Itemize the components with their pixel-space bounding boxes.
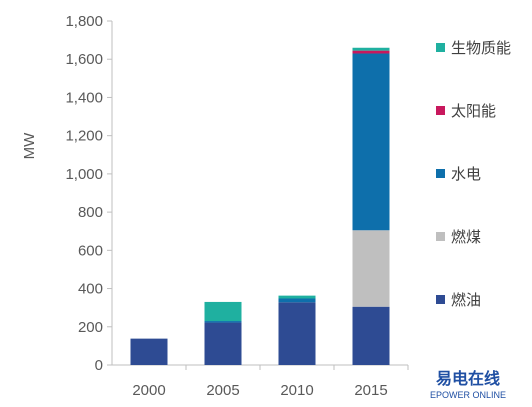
y-tick-label: 1,600	[65, 51, 103, 68]
bar-segment	[278, 302, 316, 365]
bar-segment	[204, 301, 242, 322]
bar-segment	[352, 47, 390, 51]
legend-swatch	[436, 106, 445, 115]
x-tick-label: 2000	[132, 382, 165, 399]
legend-label: 生物质能	[451, 39, 511, 57]
legend-swatch	[436, 232, 445, 241]
bar-segment	[204, 322, 242, 365]
bar-segment	[352, 50, 390, 54]
y-tick-label: 1,200	[65, 128, 103, 145]
x-tick-label: 2010	[280, 382, 313, 399]
watermark-title: 易电在线	[436, 369, 500, 388]
y-tick-label: 800	[78, 204, 103, 221]
legend-swatch	[436, 43, 445, 52]
legend-label: 燃煤	[451, 228, 481, 246]
y-tick-label: 0	[95, 357, 103, 374]
bar-segment	[352, 230, 390, 307]
watermark-subtitle: EPOWER ONLINE	[430, 390, 506, 400]
y-tick-label: 200	[78, 319, 103, 336]
y-tick-label: 600	[78, 242, 103, 259]
legend-label: 太阳能	[451, 102, 496, 120]
x-tick-label: 2015	[354, 382, 387, 399]
bar-segment	[130, 338, 168, 365]
y-tick-label: 1,000	[65, 166, 103, 183]
y-tick-label: 400	[78, 281, 103, 298]
y-axis-label: MW	[21, 132, 38, 159]
chart-bars	[130, 47, 390, 365]
legend-label: 水电	[451, 165, 481, 183]
y-tick-label: 1,800	[65, 13, 103, 30]
x-tick-label: 2005	[206, 382, 239, 399]
bar-segment	[278, 295, 316, 299]
chart-axes: 0 200 400 600 800 1,000 1,200 1,400 1,600 1,800 20…	[65, 13, 409, 399]
legend-label: 燃油	[451, 291, 481, 309]
legend-swatch	[436, 169, 445, 178]
watermark-logo: 易电在线 EPOWER ONLINE	[430, 369, 506, 400]
bar-segment	[352, 306, 390, 365]
bar-segment	[278, 298, 316, 303]
bar-segment	[204, 321, 242, 323]
legend-swatch	[436, 295, 445, 304]
y-tick-label: 1,400	[65, 89, 103, 106]
bar-segment	[352, 53, 390, 231]
